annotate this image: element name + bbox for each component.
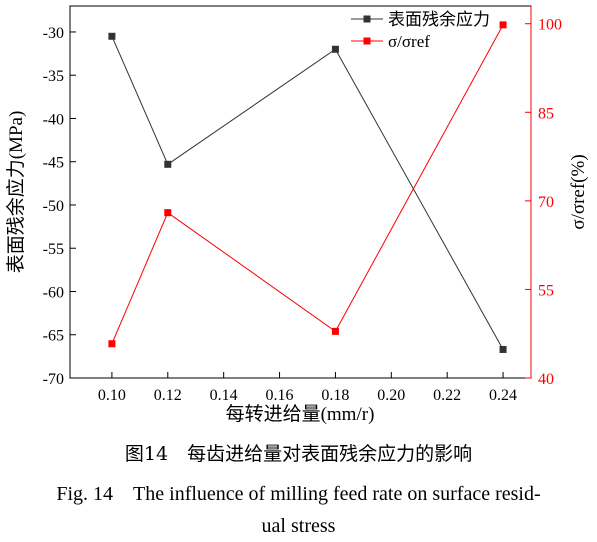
series-layer [108,21,507,353]
legend-label-stress: 表面残余应力 [388,10,490,29]
x-tick-label: 0.18 [321,387,349,404]
right-axis: 40 55 70 85 100 [525,6,562,388]
data-point [331,327,339,335]
x-tick-label: 0.10 [98,387,126,404]
x-tick-label: 0.16 [266,387,294,404]
left-tick-label: -65 [43,328,64,345]
y-axis-label-left: 表面残余应力(MPa) [5,111,27,274]
data-point [331,45,339,53]
chart: -30-35-40-45-50-55-60-65-70 40557085100 … [5,5,589,425]
data-point [499,21,507,29]
data-point [164,160,172,168]
right-tick-label: 40 [538,371,554,388]
x-tick-label: 0.20 [377,387,405,404]
legend-marker-stress [363,15,371,23]
figure-caption-cn: 图14 每齿进给量对表面残余应力的影响 [124,443,473,465]
data-point [164,209,172,217]
x-axis: 0.10 0.12 0.14 0.16 0.18 0.20 0.22 0.24 [98,372,517,404]
data-point [108,340,116,348]
left-tick-label: -40 [43,111,64,128]
right-tick-label: 85 [538,105,554,122]
x-tick-label: 0.24 [489,387,517,404]
left-axis: -30 -35 -40 -45 -50 -55 -60 -65 -70 [43,25,76,388]
left-tick-label: -45 [43,155,64,172]
plot-frame [69,5,532,379]
x-tick-label: 0.12 [154,387,182,404]
right-tick-label: 100 [538,17,562,34]
left-tick-label: -60 [43,284,64,301]
x-axis-label: 每转进给量(mm/r) [226,403,375,425]
left-tick-label: -35 [43,68,64,85]
legend-marker-ratio [363,37,371,45]
figure-caption-en-line1: Fig. 14 The influence of milling feed ra… [56,483,541,505]
legend: 表面残余应力 σ/σref [351,10,490,51]
x-tick-label: 0.14 [210,387,238,404]
y-axis-label-right: σ/σref(%) [568,154,589,229]
right-tick-label: 70 [538,194,554,211]
legend-label-ratio: σ/σref [388,32,430,51]
data-point [108,32,116,40]
left-tick-label: -50 [43,198,64,215]
figure-caption-en-line2: ual stress [261,515,336,537]
x-tick-label: 0.22 [433,387,461,404]
right-tick-label: 55 [538,282,554,299]
left-tick-label: -30 [43,25,64,42]
left-tick-label: -70 [43,371,64,388]
series-line-1 [111,24,504,344]
left-tick-label: -55 [43,241,64,258]
figure-caption-en: Fig. 14 The influence of milling feed ra… [0,478,597,542]
series-line-0 [111,36,504,350]
data-point [499,345,507,353]
